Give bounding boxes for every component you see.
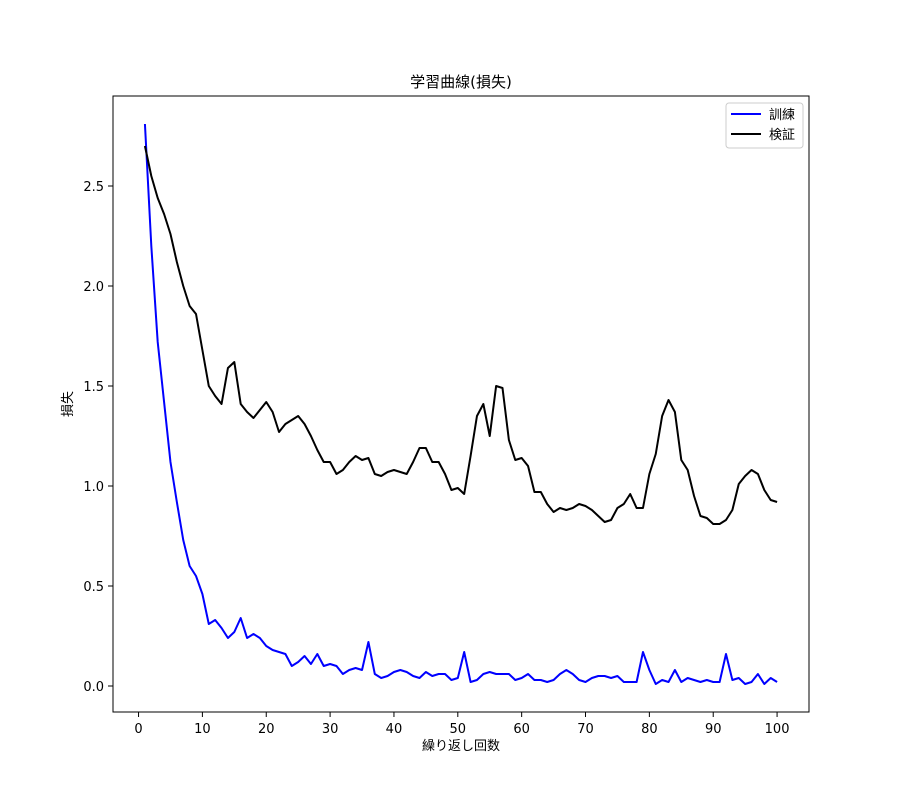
series-line-validation	[143, 145, 778, 525]
y-tick-label: 2.5	[83, 180, 104, 195]
y-axis: 0.0 0.5 1.0 1.5 2.0 2.5	[83, 180, 113, 695]
x-tick-label: 0	[134, 722, 142, 737]
x-tick-label: 50	[450, 722, 467, 737]
chart-title: 学習曲線(損失)	[410, 73, 512, 91]
legend-label-train: 訓練	[769, 107, 795, 123]
y-tick-label: 2.0	[83, 280, 104, 295]
series-line-train	[143, 123, 778, 685]
x-axis: 0 10 20 30 40 50 60 70 80 90 100	[134, 712, 789, 737]
x-tick-label: 100	[765, 722, 790, 737]
y-tick-label: 1.5	[83, 380, 104, 395]
x-axis-label: 繰り返し回数	[422, 739, 500, 754]
axes-frame	[112, 95, 810, 713]
y-tick-label: 0.0	[83, 680, 104, 695]
y-tick-label: 0.5	[83, 580, 104, 595]
x-tick-label: 70	[577, 722, 594, 737]
x-tick-label: 60	[513, 722, 530, 737]
y-tick-label: 1.0	[83, 480, 104, 495]
legend-label-validation: 検証	[769, 128, 795, 143]
x-tick-label: 30	[322, 722, 339, 737]
x-tick-label: 10	[194, 722, 211, 737]
x-tick-label: 90	[705, 722, 722, 737]
x-tick-label: 20	[258, 722, 275, 737]
y-axis-label: 損失	[61, 391, 76, 417]
x-tick-label: 80	[641, 722, 658, 737]
x-tick-label: 40	[386, 722, 403, 737]
legend: 訓練 検証	[725, 102, 804, 149]
